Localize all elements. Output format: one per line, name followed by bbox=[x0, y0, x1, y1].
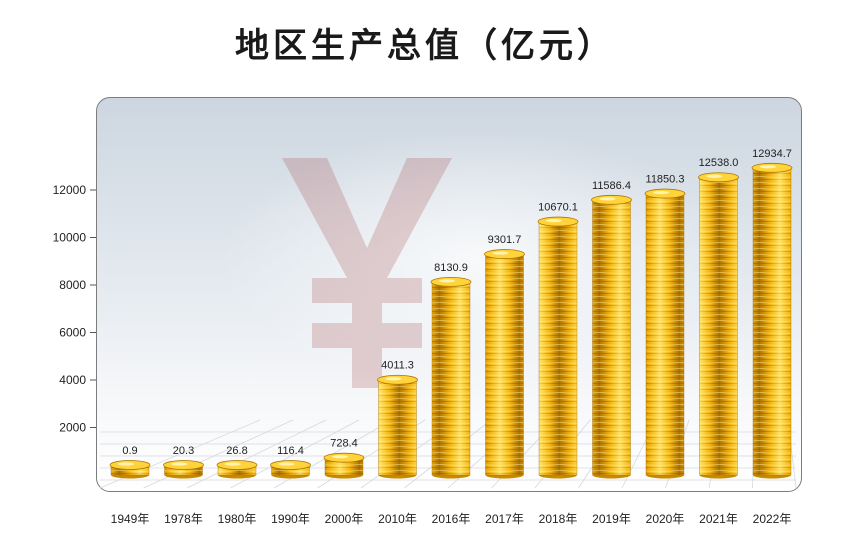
data-label: 4011.3 bbox=[381, 360, 414, 372]
data-label: 8130.9 bbox=[434, 262, 468, 274]
bar-body bbox=[111, 465, 149, 475]
bar-top-highlight bbox=[332, 455, 348, 459]
x-tick-label: 2010年 bbox=[378, 512, 417, 526]
bar-body bbox=[271, 465, 310, 475]
y-tick-label: 12000 bbox=[53, 183, 87, 197]
data-label: 11586.4 bbox=[592, 180, 631, 192]
bar bbox=[109, 460, 151, 479]
data-label: 9301.7 bbox=[488, 234, 522, 246]
bar bbox=[377, 374, 418, 479]
bar-body bbox=[164, 465, 203, 475]
x-tick-label: 2022年 bbox=[753, 512, 792, 526]
bar-body bbox=[592, 199, 631, 475]
data-label: 10670.1 bbox=[538, 202, 578, 214]
bar bbox=[537, 216, 579, 479]
data-label: 11850.3 bbox=[646, 174, 685, 186]
x-tick-label: 2021年 bbox=[699, 512, 738, 526]
bar bbox=[484, 249, 525, 479]
bar-body bbox=[699, 177, 738, 475]
bar-top-highlight bbox=[225, 462, 241, 466]
x-tick-label: 2020年 bbox=[646, 512, 685, 526]
value-labels: 0.9 20.3 26.8 116.4 728.4 4011.3 8130.9 9301.7 1… bbox=[122, 148, 792, 457]
x-tick-label: 1980年 bbox=[218, 512, 257, 526]
bars bbox=[109, 162, 793, 479]
x-axis: 1949年 1978年 1980年 1990年 2000年 2010年 2016年 2017年… bbox=[111, 512, 792, 526]
bar-body bbox=[646, 193, 684, 476]
bar bbox=[163, 460, 204, 479]
bar-top-highlight bbox=[546, 218, 562, 223]
y-tick-label: 10000 bbox=[53, 231, 87, 245]
bar-top-highlight bbox=[118, 462, 134, 466]
bar-body bbox=[485, 254, 524, 475]
x-tick-label: 2016年 bbox=[432, 512, 471, 526]
data-label: 728.4 bbox=[330, 438, 358, 450]
bar-body bbox=[378, 379, 417, 475]
data-label: 20.3 bbox=[173, 445, 194, 457]
x-tick-label: 2017年 bbox=[485, 512, 524, 526]
bar-top-highlight bbox=[439, 279, 455, 283]
y-tick-label: 6000 bbox=[59, 326, 86, 340]
bar-top-highlight bbox=[385, 377, 402, 381]
x-tick-label: 1990年 bbox=[271, 512, 310, 526]
data-label: 12538.0 bbox=[699, 157, 739, 169]
bar bbox=[323, 452, 365, 479]
data-label: 116.4 bbox=[277, 445, 304, 457]
bar bbox=[591, 194, 632, 479]
y-tick-label: 4000 bbox=[59, 373, 86, 387]
bar bbox=[216, 460, 258, 479]
data-label: 26.8 bbox=[226, 445, 247, 457]
floor-grid-line bbox=[143, 419, 294, 489]
bar bbox=[270, 460, 311, 479]
x-tick-label: 1949年 bbox=[111, 512, 150, 526]
data-label: 12934.7 bbox=[752, 148, 792, 160]
bar-top-highlight bbox=[653, 190, 669, 195]
bar-top-highlight bbox=[706, 174, 723, 178]
x-tick-label: 2000年 bbox=[325, 512, 364, 526]
y-tick-label: 8000 bbox=[59, 278, 86, 292]
bar-top-highlight bbox=[492, 251, 509, 255]
x-tick-label: 2019年 bbox=[592, 512, 631, 526]
x-tick-label: 2018年 bbox=[539, 512, 578, 526]
bar-top-highlight bbox=[599, 197, 616, 201]
data-label: 0.9 bbox=[122, 445, 137, 457]
y-tick-label: 2000 bbox=[59, 421, 86, 435]
bar bbox=[698, 172, 739, 479]
bar-body bbox=[539, 221, 577, 475]
chart-title: 地区生产总值（亿元） bbox=[235, 26, 615, 66]
bar-body bbox=[432, 281, 470, 475]
x-tick-label: 1978年 bbox=[164, 512, 203, 526]
bar bbox=[644, 188, 686, 479]
bar-top-highlight bbox=[278, 462, 295, 466]
floor-grid-line bbox=[186, 419, 327, 489]
bar bbox=[430, 276, 472, 479]
bar bbox=[751, 162, 793, 479]
y-axis: 2000 4000 6000 8000 10000 12000 bbox=[53, 183, 96, 435]
bar-top-highlight bbox=[760, 165, 776, 169]
bar-body bbox=[753, 167, 791, 475]
bar-body bbox=[218, 465, 256, 475]
yen-icon bbox=[282, 158, 452, 388]
bar-top-highlight bbox=[171, 462, 188, 466]
